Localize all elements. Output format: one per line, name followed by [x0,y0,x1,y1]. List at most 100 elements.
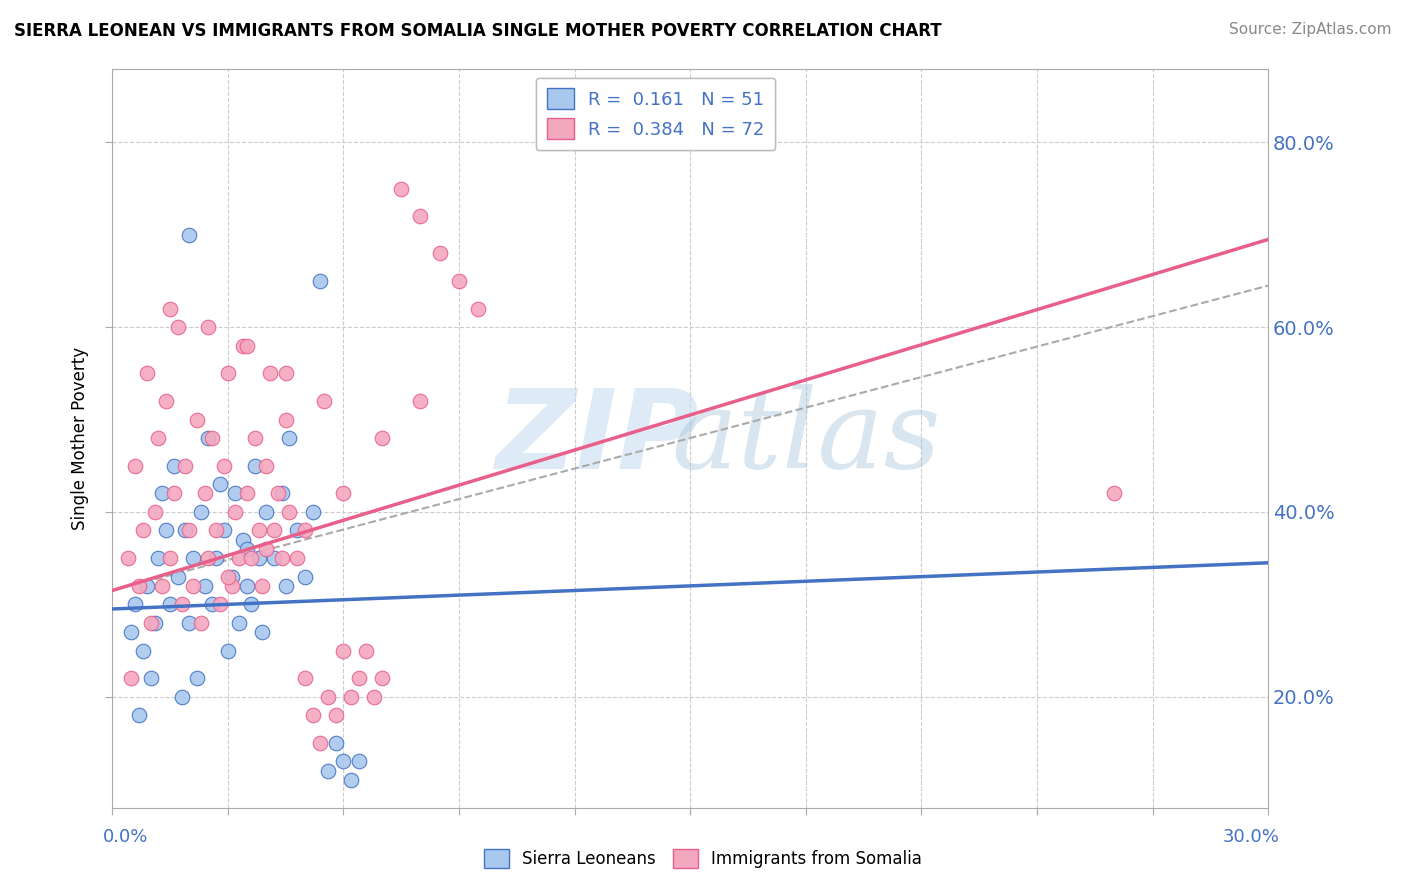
Point [205,524,228,538]
Point [217,643,239,657]
Point [254,458,277,473]
Point [325,708,347,723]
Point [155,394,177,409]
Point [143,615,166,630]
Point [124,598,146,612]
Point [301,505,323,519]
Point [371,431,394,445]
Point [356,643,378,657]
Point [270,486,292,500]
Point [212,524,235,538]
Point [201,431,224,445]
Point [332,643,354,657]
Point [447,274,470,288]
Point [243,431,266,445]
Point [309,736,332,750]
Point [181,579,204,593]
Point [363,690,385,704]
Point [139,671,162,685]
Point [332,486,354,500]
Point [155,524,177,538]
Point [128,579,150,593]
Point [166,569,188,583]
Point [232,533,254,547]
Point [263,551,285,566]
Point [270,551,292,566]
Legend: Sierra Leoneans, Immigrants from Somalia: Sierra Leoneans, Immigrants from Somalia [478,843,928,875]
Point [212,458,235,473]
Point [347,671,370,685]
Point [236,579,259,593]
Point [120,671,142,685]
Point [274,412,297,426]
Point [139,615,162,630]
Point [247,551,270,566]
Point [209,477,232,491]
Y-axis label: Single Mother Poverty: Single Mother Poverty [72,346,89,530]
Point [148,431,170,445]
Point [314,394,336,409]
Point [132,524,155,538]
Point [174,458,197,473]
Point [179,615,201,630]
Point [409,394,432,409]
Point [247,524,270,538]
Text: Source: ZipAtlas.com: Source: ZipAtlas.com [1229,22,1392,37]
Point [228,615,250,630]
Point [174,524,197,538]
Point [197,551,219,566]
Text: SIERRA LEONEAN VS IMMIGRANTS FROM SOMALIA SINGLE MOTHER POVERTY CORRELATION CHAR: SIERRA LEONEAN VS IMMIGRANTS FROM SOMALI… [14,22,942,40]
Point [389,181,412,195]
Point [166,320,188,334]
Point [285,551,308,566]
Point [285,524,308,538]
Point [274,367,297,381]
Legend: R =  0.161   N = 51, R =  0.384   N = 72: R = 0.161 N = 51, R = 0.384 N = 72 [536,78,775,150]
Point [163,458,186,473]
Point [221,579,243,593]
Point [194,579,217,593]
Text: 0.0%: 0.0% [103,828,148,846]
Point [201,598,224,612]
Point [150,579,173,593]
Point [294,671,316,685]
Point [239,598,262,612]
Point [236,486,259,500]
Point [340,772,363,787]
Point [197,431,219,445]
Point [205,551,228,566]
Point [332,755,354,769]
Point [135,367,157,381]
Point [467,301,489,316]
Point [132,643,155,657]
Point [232,339,254,353]
Point [181,551,204,566]
Point [221,569,243,583]
Point [239,551,262,566]
Point [120,625,142,640]
Point [294,524,316,538]
Point [254,505,277,519]
Point [274,579,297,593]
Point [243,458,266,473]
Point [309,274,332,288]
Point [228,551,250,566]
Point [409,210,432,224]
Text: ZIP: ZIP [496,384,699,491]
Point [429,246,451,260]
Point [347,755,370,769]
Point [128,708,150,723]
Text: 30.0%: 30.0% [1223,828,1279,846]
Point [159,551,181,566]
Point [371,671,394,685]
Point [148,551,170,566]
Point [252,579,274,593]
Point [1102,486,1125,500]
Point [150,486,173,500]
Point [124,458,146,473]
Point [217,367,239,381]
Point [159,598,181,612]
Point [143,505,166,519]
Point [190,615,212,630]
Point [217,569,239,583]
